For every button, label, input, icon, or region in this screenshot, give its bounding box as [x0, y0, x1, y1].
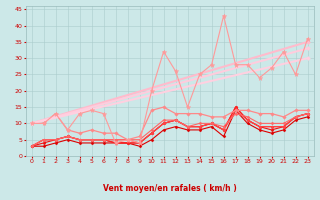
X-axis label: Vent moyen/en rafales ( km/h ): Vent moyen/en rafales ( km/h ) [103, 184, 236, 193]
